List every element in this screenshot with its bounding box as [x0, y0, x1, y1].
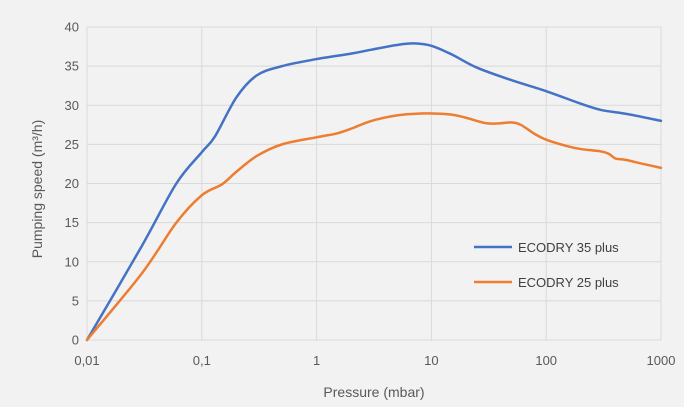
x-tick-label: 10: [424, 353, 438, 368]
y-tick-label: 15: [65, 215, 79, 230]
y-tick-label: 25: [65, 137, 79, 152]
y-axis-title: Pumping speed (m³/h): [29, 120, 45, 259]
x-tick-label: 1: [313, 353, 320, 368]
legend: ECODRY 35 plus ECODRY 25 plus: [474, 240, 619, 290]
y-tick-label: 35: [65, 59, 79, 74]
x-tick-label: 100: [535, 353, 557, 368]
y-tick-label: 5: [72, 293, 79, 308]
y-tick-label: 40: [65, 20, 79, 35]
x-tick-label: 1000: [647, 353, 676, 368]
tick-labels: 0 5 10 15 20 25 30 35 40 0,01 0,1 1 10 100 1000: [65, 20, 676, 369]
x-tick-label: 0,1: [193, 353, 211, 368]
x-axis-title: Pressure (mbar): [323, 384, 424, 400]
legend-label-ecodry-25-plus: ECODRY 25 plus: [518, 275, 619, 290]
y-tick-label: 30: [65, 98, 79, 113]
grid: [86, 26, 662, 341]
x-tick-label: 0,01: [74, 353, 99, 368]
y-tick-label: 20: [65, 176, 79, 191]
series-lines: [85, 42, 663, 342]
y-tick-label: 10: [65, 254, 79, 269]
y-tick-label: 0: [72, 333, 79, 348]
series-line-ecodry-35-plus: [85, 42, 663, 342]
legend-label-ecodry-35-plus: ECODRY 35 plus: [518, 240, 619, 255]
series-line-ecodry-25-plus: [85, 112, 663, 342]
